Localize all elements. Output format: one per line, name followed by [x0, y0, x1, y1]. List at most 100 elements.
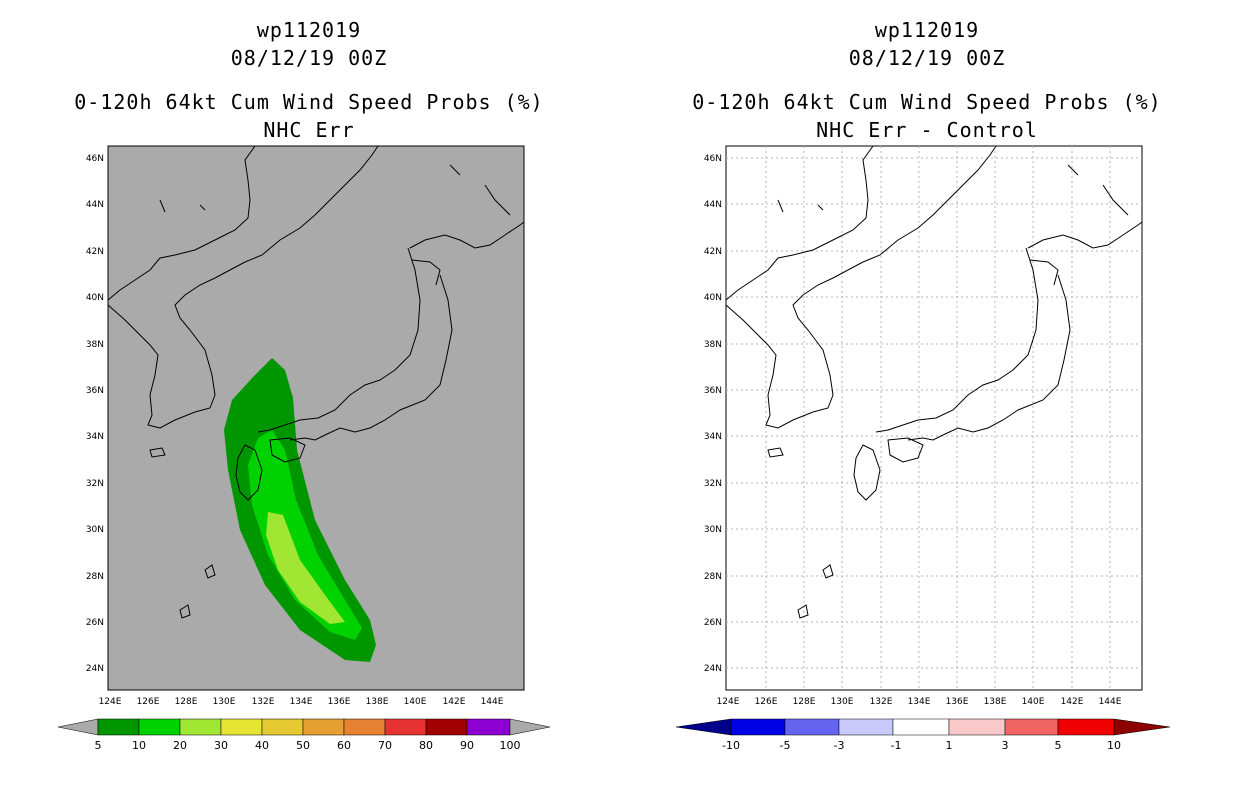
colorbar-swatch-neg10 — [730, 718, 786, 736]
lat-label-28n: 28N — [86, 572, 104, 582]
colorbar-label: 50 — [296, 739, 310, 752]
colorbar-high-arrow — [1113, 718, 1171, 736]
colorbar-label: 100 — [500, 739, 521, 752]
date-title: 08/12/19 00Z — [848, 46, 1006, 70]
subtitle: NHC Err — [263, 118, 355, 142]
lat-label-44n: 44N — [86, 200, 104, 210]
lon-label-130e: 130E — [831, 697, 854, 707]
lon-axis: 124E 126E 128E 130E 132E 134E 136E 138E … — [717, 697, 1122, 707]
lon-label-132e: 132E — [252, 697, 275, 707]
colorbar-label: 20 — [173, 739, 187, 752]
colorbar-label: -1 — [891, 739, 902, 752]
colorbar-label: 60 — [337, 739, 351, 752]
lat-label-46n: 46N — [86, 154, 104, 164]
lat-label-46n: 46N — [704, 154, 722, 164]
lat-label-34n: 34N — [704, 432, 722, 442]
lon-axis: 124E 126E 128E 130E 132E 134E 136E 138E … — [99, 697, 504, 707]
right-colorbar: -10 -5 -3 -1 1 3 5 10 — [675, 718, 1171, 752]
colorbar-label: 1 — [946, 739, 953, 752]
lat-axis: 46N 44N 42N 40N 38N 36N 34N 32N 30N 28N … — [86, 154, 104, 674]
colorbar-swatch-70 — [384, 718, 427, 736]
lon-label-142e: 142E — [443, 697, 466, 707]
gridlines — [726, 146, 1142, 690]
lat-label-32n: 32N — [704, 479, 722, 489]
colorbar-swatch-90 — [466, 718, 511, 736]
colorbar-swatch-5 — [97, 718, 140, 736]
colorbar-label: 90 — [460, 739, 474, 752]
lon-label-134e: 134E — [290, 697, 313, 707]
colorbar-swatch-neutral — [892, 718, 950, 736]
lon-label-126e: 126E — [137, 697, 160, 707]
colorbar-low-arrow — [675, 718, 732, 736]
lat-label-38n: 38N — [704, 340, 722, 350]
colorbar-swatch-60 — [343, 718, 386, 736]
product-title: 0-120h 64kt Cum Wind Speed Probs (%) — [692, 90, 1162, 114]
date-title: 08/12/19 00Z — [230, 46, 388, 70]
lon-label-136e: 136E — [328, 697, 351, 707]
storm-id-title: wp112019 — [874, 18, 980, 42]
colorbar-swatch-10 — [138, 718, 181, 736]
colorbar-label: 30 — [214, 739, 228, 752]
lat-label-28n: 28N — [704, 572, 722, 582]
subtitle: NHC Err - Control — [816, 118, 1038, 142]
colorbar-label: 5 — [95, 739, 102, 752]
lat-label-24n: 24N — [86, 664, 104, 674]
lat-label-40n: 40N — [86, 293, 104, 303]
lat-label-40n: 40N — [704, 293, 722, 303]
colorbar-label: 80 — [419, 739, 433, 752]
lon-label-138e: 138E — [984, 697, 1007, 707]
lat-label-24n: 24N — [704, 664, 722, 674]
colorbar-label: 70 — [378, 739, 392, 752]
colorbar-swatch-pos3 — [1004, 718, 1059, 736]
colorbar-swatch-30 — [220, 718, 263, 736]
colorbar-swatch-pos1 — [948, 718, 1006, 736]
colorbar-label: -5 — [780, 739, 791, 752]
lon-label-124e: 124E — [99, 697, 122, 707]
lat-label-26n: 26N — [86, 618, 104, 628]
lon-label-140e: 140E — [1022, 697, 1045, 707]
lat-label-38n: 38N — [86, 340, 104, 350]
lat-axis: 46N 44N 42N 40N 38N 36N 34N 32N 30N 28N … — [704, 154, 722, 674]
colorbar-swatch-40 — [261, 718, 304, 736]
lat-label-36n: 36N — [704, 386, 722, 396]
colorbar-swatch-20 — [179, 718, 222, 736]
lon-label-128e: 128E — [175, 697, 198, 707]
lat-label-26n: 26N — [704, 618, 722, 628]
lon-label-132e: 132E — [870, 697, 893, 707]
lat-label-42n: 42N — [86, 247, 104, 257]
colorbar-low-arrow — [57, 718, 99, 736]
lon-label-140e: 140E — [404, 697, 427, 707]
prob-contour-20 — [266, 512, 345, 624]
right-map-svg: 46N 44N 42N 40N 38N 36N 34N 32N 30N 28N … — [675, 145, 1171, 752]
coastlines — [107, 145, 525, 619]
colorbar-swatch-pos5 — [1057, 718, 1115, 736]
colorbar-label: 5 — [1055, 739, 1062, 752]
lon-label-124e: 124E — [717, 697, 740, 707]
colorbar-high-arrow — [509, 718, 551, 736]
colorbar-label: -3 — [834, 739, 845, 752]
product-title: 0-120h 64kt Cum Wind Speed Probs (%) — [74, 90, 544, 114]
lat-label-34n: 34N — [86, 432, 104, 442]
lon-label-144e: 144E — [481, 697, 504, 707]
lon-label-144e: 144E — [1099, 697, 1122, 707]
left-map-svg: 46N 44N 42N 40N 38N 36N 34N 32N 30N 28N … — [57, 145, 551, 752]
lon-label-136e: 136E — [946, 697, 969, 707]
lat-label-44n: 44N — [704, 200, 722, 210]
prob-contour-10 — [248, 430, 362, 640]
left-panel: wp112019 08/12/19 00Z 0-120h 64kt Cum Wi… — [57, 18, 551, 752]
colorbar-swatch-80 — [425, 718, 468, 736]
lat-label-30n: 30N — [704, 525, 722, 535]
lon-label-138e: 138E — [366, 697, 389, 707]
lon-label-130e: 130E — [213, 697, 236, 707]
lat-label-36n: 36N — [86, 386, 104, 396]
colorbar-label: 3 — [1002, 739, 1009, 752]
colorbar-label: 10 — [1107, 739, 1121, 752]
colorbar-swatch-neg3 — [838, 718, 894, 736]
storm-id-title: wp112019 — [256, 18, 362, 42]
left-colorbar: 5 10 20 30 40 50 60 70 80 90 100 — [57, 718, 551, 752]
lon-label-142e: 142E — [1061, 697, 1084, 707]
colorbar-label: 40 — [255, 739, 269, 752]
colorbar-swatch-neg5 — [784, 718, 840, 736]
lat-label-30n: 30N — [86, 525, 104, 535]
right-panel: wp112019 08/12/19 00Z 0-120h 64kt Cum Wi… — [618, 0, 1236, 800]
